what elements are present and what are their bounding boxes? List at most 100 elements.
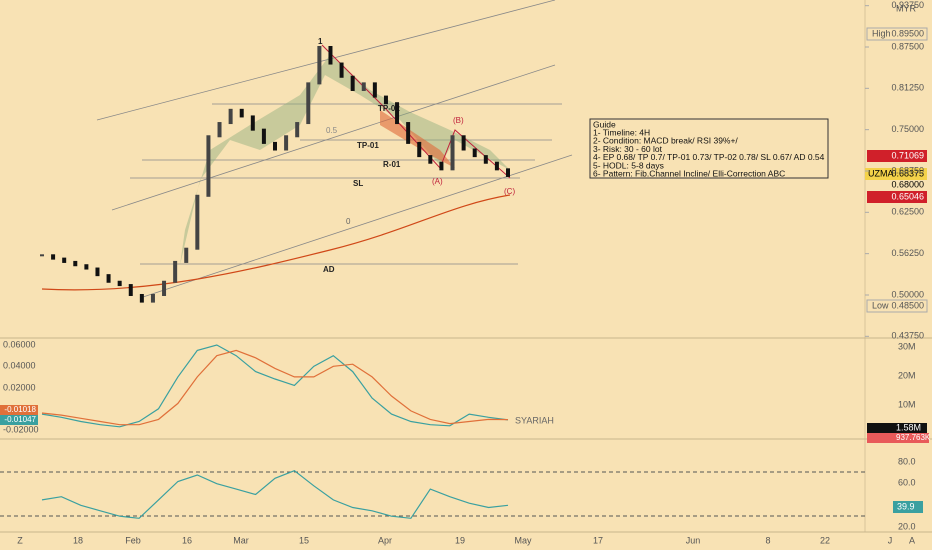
y-tick-label: 0.02000 [3, 382, 36, 392]
y-tick-label: 0.56250 [891, 248, 924, 258]
y-tick-label: 80.0 [898, 456, 916, 466]
candle [184, 247, 189, 263]
y-tick-label: 0.81250 [891, 83, 924, 93]
badge [867, 150, 927, 162]
y-tick-label: -0.02000 [3, 424, 39, 434]
x-tick-label: 19 [455, 535, 465, 545]
candle [117, 280, 122, 287]
x-tick-label: 18 [73, 535, 83, 545]
candle [250, 115, 255, 131]
indicator-tag: SYARIAH [515, 415, 554, 425]
drawings [96, 0, 573, 299]
candle [228, 108, 233, 125]
guide-box [589, 118, 829, 179]
badge-value: 39.9 [897, 501, 915, 511]
annotation: TP-01 [357, 141, 379, 150]
y-tick-label: 0.43750 [891, 331, 924, 341]
annotation: 0 [346, 217, 351, 226]
candle [372, 82, 377, 98]
candle [106, 274, 111, 283]
x-tick-label: Jun [686, 535, 701, 545]
candle [128, 284, 133, 296]
badge-value: 0.48500 [891, 300, 924, 310]
candle [328, 46, 333, 65]
badge-label: High [872, 28, 891, 38]
auto-button[interactable]: A [909, 535, 915, 545]
y-tick-label: 0.93750 [891, 0, 924, 10]
x-tick-label: May [514, 535, 532, 545]
annotation: R-01 [383, 160, 401, 169]
candle [162, 280, 167, 296]
y-tick-label: 0.87500 [891, 41, 924, 51]
annotation: SL [353, 179, 363, 188]
y-tick-label: 0.62500 [891, 207, 924, 217]
annotation: 0.5 [326, 126, 338, 135]
y-tick-label: 20M [898, 370, 916, 380]
candle [494, 161, 499, 171]
guide-line: 4- EP 0.68/ TP 0.7/ TP-01 0.73/ TP-02 0.… [593, 152, 825, 162]
guide-line: 5- HODL: 5-8 days [593, 160, 664, 170]
candle [350, 75, 355, 91]
candle [317, 46, 322, 85]
badge [865, 168, 927, 180]
x-tick-label: 22 [820, 535, 830, 545]
annotation: (B) [453, 116, 464, 125]
badge [867, 423, 927, 433]
y-tick-label: 0.06000 [3, 339, 36, 349]
guide-line: 3- Risk: 30 - 60 lot [593, 144, 663, 154]
y-tick-label: 0.04000 [3, 360, 36, 370]
badge-value: 0.65046 [891, 191, 924, 201]
candle [217, 122, 222, 138]
badge [866, 299, 928, 313]
annotation: (A) [432, 177, 443, 186]
rsi-line [41, 470, 509, 519]
badge [893, 501, 923, 513]
badge [0, 405, 38, 415]
badge-value: 1.58M [896, 422, 921, 432]
y-tick-label: 0.50000 [891, 289, 924, 299]
x-tick-label: 17 [593, 535, 603, 545]
candle [284, 135, 289, 151]
ribbon-red [380, 110, 455, 168]
candle [261, 128, 266, 144]
badge-value: -0.01018 [4, 405, 36, 414]
candle [472, 148, 477, 158]
badge-label: Low [872, 300, 889, 310]
guide-line: Guide [593, 119, 616, 129]
x-tick-label: Apr [378, 535, 392, 545]
candle [84, 264, 89, 270]
zoom-button[interactable]: Z [17, 535, 23, 545]
signal-line [41, 349, 509, 426]
candle [62, 257, 67, 263]
y-tick-label: 60.0 [898, 477, 916, 487]
y-tick-label: 30M [898, 341, 916, 351]
guide-line: 1- Timeline: 4H [593, 127, 650, 137]
candle [450, 135, 455, 171]
y-tick-label: 20.0 [898, 521, 916, 531]
y-tick-label: 0.75000 [891, 124, 924, 134]
x-tick-label: 16 [182, 535, 192, 545]
badge-value: 0.71069 [891, 150, 924, 160]
candle [51, 254, 56, 260]
x-tick-label: 8 [765, 535, 770, 545]
guide-line: 2- Condition: MACD break/ RSI 39%+/ [593, 136, 738, 146]
candle [195, 194, 200, 250]
candle [40, 254, 44, 257]
x-tick-label: Feb [125, 535, 141, 545]
currency: MYR [896, 3, 917, 13]
candle [239, 108, 244, 118]
candle [306, 82, 311, 125]
x-tick-label: Mar [233, 535, 249, 545]
candle [395, 102, 400, 125]
x-tick-label: J [888, 535, 893, 545]
candle [428, 155, 433, 164]
candle [483, 155, 488, 164]
badge-label: UZMA [868, 168, 894, 178]
candle [73, 260, 78, 267]
candle [150, 293, 155, 303]
badge-value: -0.01047 [4, 415, 36, 424]
candle [439, 161, 444, 171]
candle [383, 95, 388, 105]
annotation: (C) [504, 187, 515, 196]
badge [866, 27, 928, 41]
